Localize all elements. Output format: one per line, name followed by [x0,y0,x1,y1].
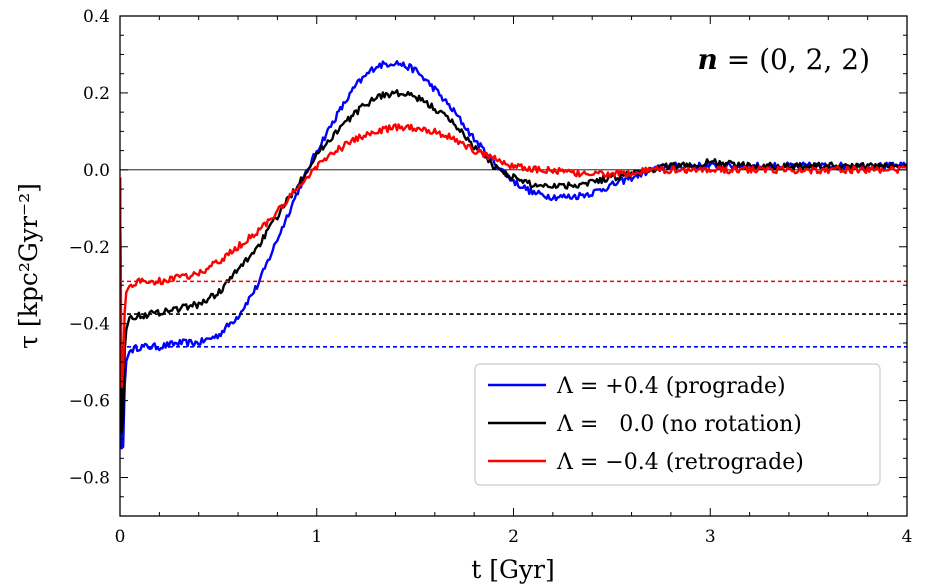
annotation-rest: = (0, 2, 2) [718,43,870,76]
legend-box [474,363,881,486]
legend-label-prograde: Λ = +0.4 (prograde) [556,374,786,399]
y-tick-label: −0.4 [69,315,110,335]
x-tick-label: 0 [115,527,126,547]
x-tick-label: 4 [902,527,913,547]
x-tick-label: 2 [508,527,519,547]
y-tick-label: −0.8 [69,469,110,489]
y-tick-label: 0.4 [83,7,110,27]
legend-label-no-rotation: Λ = 0.0 (no rotation) [556,412,802,437]
x-tick-label: 3 [705,527,716,547]
annotation-label: n = (0, 2, 2) [697,43,870,76]
y-axis-label: τ [kpc²Gyr⁻²] [14,183,43,349]
legend-label-retrograde: Λ = −0.4 (retrograde) [556,450,804,475]
y-tick-label: 0.2 [83,84,110,104]
x-axis-label: t [Gyr] [471,555,555,584]
series-line-retrograde [120,123,907,388]
y-tick-label: −0.2 [69,238,110,258]
series-line-no-rotation [120,89,907,435]
y-tick-label: 0.0 [83,161,110,181]
y-tick-label: −0.6 [69,392,110,412]
legend: Λ = +0.4 (prograde) Λ = 0.0 (no rotation… [474,363,881,486]
x-tick-label: 1 [311,527,322,547]
annotation-symbol: n [697,43,717,76]
